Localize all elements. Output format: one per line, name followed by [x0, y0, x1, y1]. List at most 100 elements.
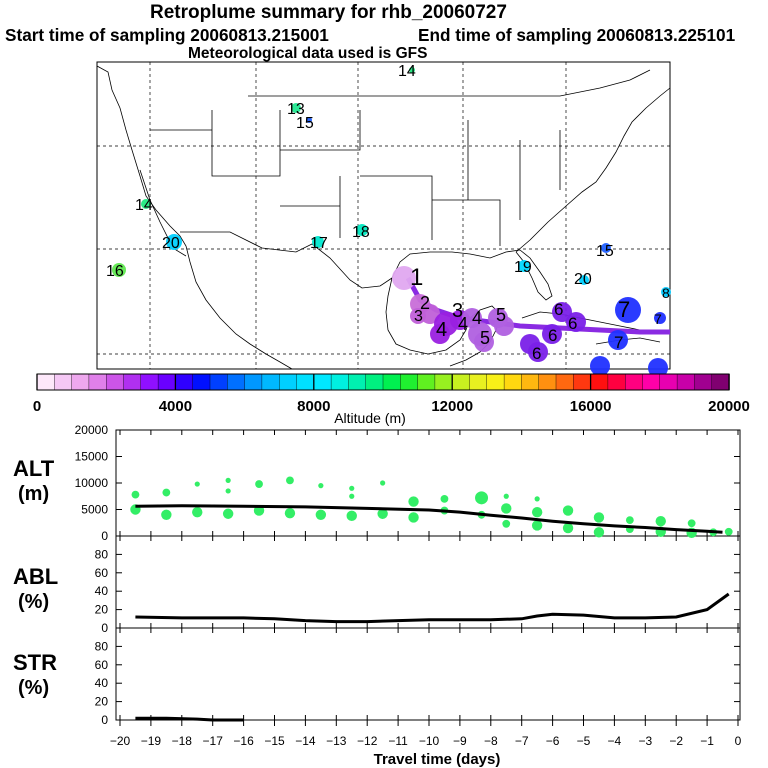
x-tick-label: 0: [735, 734, 742, 748]
abl-line: [135, 592, 730, 624]
colorbar-tick-label: 12000: [431, 398, 473, 415]
colorbar-cell: [469, 373, 488, 391]
altitude-colorbar: 0 4000 8000 12000 16000 20000 Altitude (m): [33, 373, 750, 426]
colorbar-ticks: 0 4000 8000 12000 16000 20000: [33, 374, 750, 415]
colorbar-cell: [607, 373, 626, 391]
map-label-4: 4: [436, 319, 447, 341]
altitude-scatter-point: [440, 495, 449, 503]
plume-circle: [306, 117, 312, 123]
colorbar-cell: [36, 373, 55, 391]
colorbar-cell: [521, 373, 540, 391]
altitude-scatter-point: [687, 519, 696, 528]
us-canada-border: [248, 69, 651, 97]
plume-circle: [356, 224, 368, 236]
map-label-14: 14: [398, 63, 416, 80]
plume-circle: [518, 260, 530, 272]
plume-circle: [648, 358, 668, 378]
page-title: Retroplume summary for rhb_20060727: [150, 2, 507, 23]
colorbar-cell: [227, 373, 246, 391]
str-ylabel-1: STR: [13, 650, 57, 675]
y-tick-label: 60: [95, 658, 109, 672]
x-tick-label: −4: [608, 734, 622, 748]
plume-circle: [494, 316, 514, 336]
x-axis-label: Travel time (days): [374, 751, 501, 768]
map-label-5: 5: [480, 328, 490, 348]
plume-circle: [462, 308, 482, 328]
map-label-2: 2: [420, 293, 430, 313]
plume-circle: [474, 332, 494, 352]
plume-circle: [615, 297, 641, 323]
altitude-scatter-point: [131, 490, 140, 499]
y-tick-label: 10000: [75, 476, 109, 490]
altitude-scatter-point: [655, 515, 666, 527]
alt-ylabel-2: (m): [18, 483, 49, 505]
x-tick-label: −15: [264, 734, 285, 748]
altitude-scatter-point: [194, 481, 200, 487]
colorbar-cell: [538, 373, 557, 391]
altitude-scatter-point: [562, 505, 574, 516]
map-label-5: 5: [496, 305, 506, 325]
colorbar-tick-label: 4000: [159, 398, 192, 415]
y-tick-label: 40: [95, 584, 109, 598]
abl-ylabel-2: (%): [18, 591, 49, 613]
altitude-scatter-point: [286, 476, 294, 485]
altitude-scatter-point: [562, 522, 574, 534]
atlantic-coast: [515, 87, 671, 253]
y-tick-label: 0: [101, 529, 108, 543]
colorbar-cell: [140, 373, 159, 391]
altitude-scatter-point: [475, 491, 489, 505]
colorbar-cell: [365, 373, 384, 391]
baja-peninsula: [139, 169, 187, 257]
x-tick-label: −19: [141, 734, 162, 748]
map-outlines: [96, 65, 671, 370]
colorbar-tick-label: 0: [33, 398, 41, 415]
y-tick-label: 80: [95, 547, 109, 561]
colorbar-cell: [573, 373, 592, 391]
str-line: [135, 716, 244, 722]
plume-circle: [579, 275, 589, 285]
altitude-scatter-point: [534, 496, 540, 502]
colorbar-cell: [313, 373, 332, 391]
plume-circle: [166, 234, 182, 250]
state-borders: [150, 110, 561, 246]
map-label-15: 15: [296, 115, 314, 132]
altitude-scatter-point: [503, 493, 509, 499]
x-tick-label: −10: [419, 734, 440, 748]
colorbar-cell: [54, 373, 73, 391]
plume-circle: [552, 302, 572, 322]
x-tick-label: −6: [546, 734, 560, 748]
colorbar-cell: [659, 373, 678, 391]
map-label-3: 3: [414, 308, 423, 325]
colorbar-tick-label: 8000: [297, 398, 330, 415]
x-axis-ticks: −20 −19 −18 −17 −16 −15 −14 −13 −12 −11 −10 −9 −8 −7−…: [110, 720, 742, 748]
colorbar-cell: [417, 373, 436, 391]
x-tick-label: −9: [453, 734, 467, 748]
altitude-scatter-point: [531, 506, 543, 518]
x-tick-label: −5: [577, 734, 591, 748]
colorbar-cell: [244, 373, 263, 391]
map-label-6: 6: [568, 314, 577, 333]
colorbar-cell: [711, 373, 730, 391]
map-label-3: 3: [452, 300, 463, 322]
str-ylabel-2: (%): [18, 677, 49, 699]
y-tick-label: 80: [95, 639, 109, 653]
gulf-coast-florida: [391, 249, 553, 301]
x-tick-label: −12: [357, 734, 378, 748]
map-label-20: 20: [574, 271, 592, 288]
plume-circle: [654, 312, 666, 324]
x-tick-label: −13: [326, 734, 347, 748]
colorbar-cell: [676, 373, 696, 391]
map-label-6: 6: [532, 344, 541, 363]
map-label-19: 19: [514, 259, 532, 276]
plume-circle: [141, 199, 151, 209]
plume-circle: [608, 330, 628, 350]
y-tick-label: 60: [95, 566, 109, 580]
map-label-6: 6: [554, 300, 563, 319]
colorbar-cell: [382, 373, 401, 391]
x-tick-label: −3: [638, 734, 652, 748]
map-label-18: 18: [352, 224, 370, 241]
abl-panel: ABL (%): [13, 535, 741, 629]
altitude-median-line: [135, 504, 723, 534]
